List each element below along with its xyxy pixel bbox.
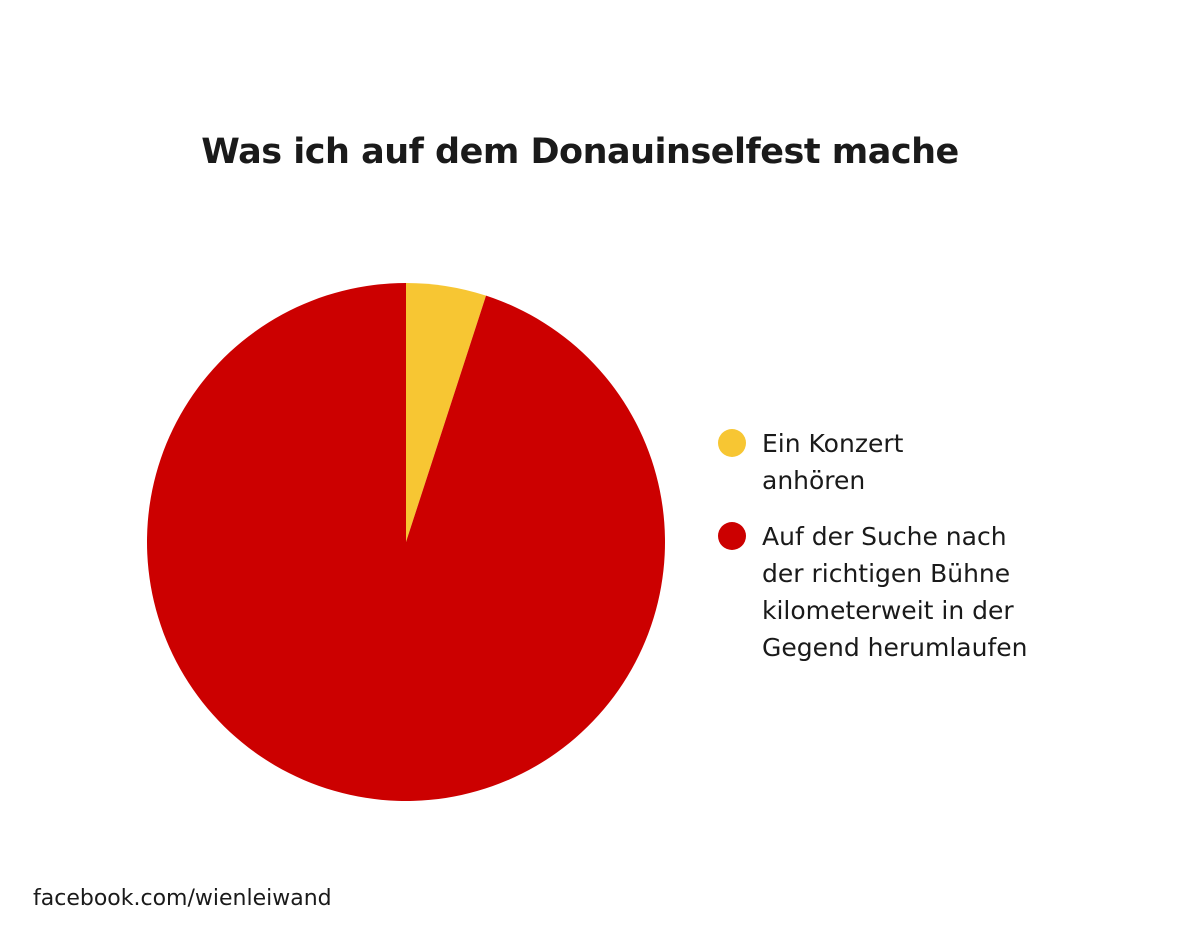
legend-item-suche: Auf der Suche nach der richtigen Bühne k… [718,518,1052,666]
legend-label: Ein Konzert anhören [762,429,904,495]
legend-item-konzert: Ein Konzert anhören [718,425,942,499]
legend-label: Auf der Suche nach der richtigen Bühne k… [762,522,1028,662]
pie-slice-0 [406,283,487,542]
chart-title: Was ich auf dem Donauinselfest mache [201,132,959,172]
pie-slice-1 [147,283,666,802]
legend-swatch [718,429,746,457]
legend-swatch [718,522,746,550]
source-credit: facebook.com/wienleiwand [33,886,332,911]
